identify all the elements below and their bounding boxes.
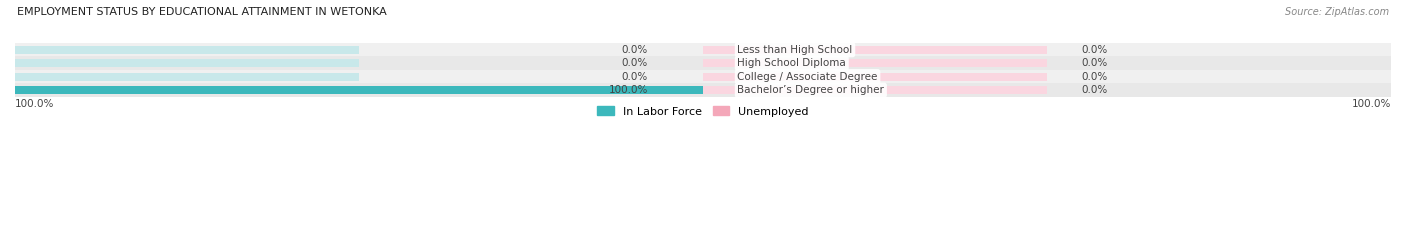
Text: 0.0%: 0.0% bbox=[1081, 45, 1108, 55]
Text: 0.0%: 0.0% bbox=[1081, 58, 1108, 68]
Text: 0.0%: 0.0% bbox=[621, 45, 648, 55]
Text: 0.0%: 0.0% bbox=[1081, 85, 1108, 95]
Text: 100.0%: 100.0% bbox=[1351, 99, 1391, 109]
Bar bbox=[15, 86, 359, 94]
Text: High School Diploma: High School Diploma bbox=[737, 58, 846, 68]
Bar bbox=[703, 46, 1047, 54]
Legend: In Labor Force, Unemployed: In Labor Force, Unemployed bbox=[593, 102, 813, 121]
Text: 100.0%: 100.0% bbox=[609, 85, 648, 95]
Text: EMPLOYMENT STATUS BY EDUCATIONAL ATTAINMENT IN WETONKA: EMPLOYMENT STATUS BY EDUCATIONAL ATTAINM… bbox=[17, 7, 387, 17]
Bar bbox=[703, 73, 1047, 81]
Bar bbox=[15, 73, 359, 81]
Bar bbox=[15, 43, 1391, 56]
Text: 0.0%: 0.0% bbox=[1081, 72, 1108, 82]
Text: Source: ZipAtlas.com: Source: ZipAtlas.com bbox=[1285, 7, 1389, 17]
Bar bbox=[15, 83, 1391, 97]
Text: 0.0%: 0.0% bbox=[621, 72, 648, 82]
Text: Bachelor’s Degree or higher: Bachelor’s Degree or higher bbox=[737, 85, 884, 95]
Bar bbox=[15, 46, 359, 54]
Text: 0.0%: 0.0% bbox=[621, 58, 648, 68]
Bar bbox=[703, 86, 1047, 94]
Text: College / Associate Degree: College / Associate Degree bbox=[737, 72, 877, 82]
Bar bbox=[15, 56, 1391, 70]
Bar bbox=[15, 59, 359, 67]
Bar bbox=[15, 86, 703, 94]
Text: 100.0%: 100.0% bbox=[15, 99, 55, 109]
Bar bbox=[703, 59, 1047, 67]
Bar bbox=[15, 70, 1391, 83]
Text: Less than High School: Less than High School bbox=[737, 45, 852, 55]
